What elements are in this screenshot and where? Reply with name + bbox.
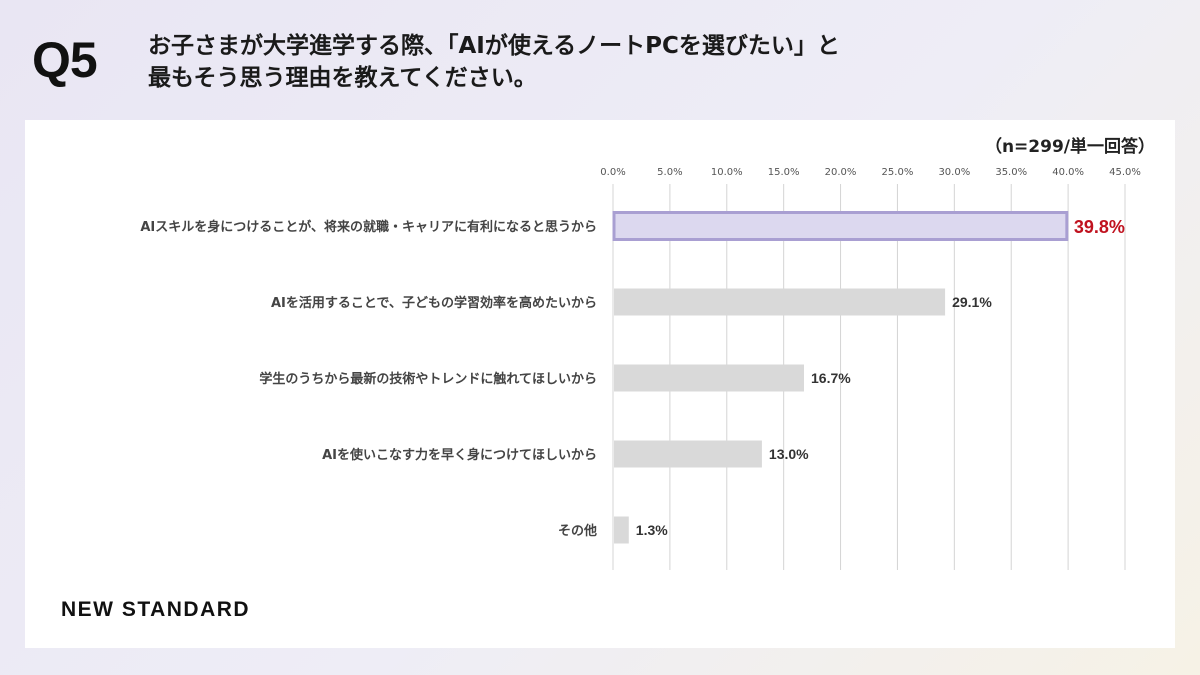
bar <box>614 288 946 316</box>
value-label: 16.7% <box>811 370 851 386</box>
x-tick-label: 40.0% <box>1052 167 1084 178</box>
x-tick-label: 15.0% <box>768 167 800 178</box>
x-tick-label: 20.0% <box>825 167 857 178</box>
question-number: Q5 <box>32 32 98 88</box>
category-label: AIを使いこなす力を早く身につけてほしいから <box>322 447 597 463</box>
value-label: 1.3% <box>636 522 668 538</box>
value-label: 39.8% <box>1074 217 1125 237</box>
category-label: AIスキルを身につけることが、将来の就職・キャリアに有利になると思うから <box>140 219 597 235</box>
category-label: 学生のうちから最新の技術やトレンドに触れてほしいから <box>259 371 597 387</box>
question-title-line-2: 最もそう思う理由を教えてください。 <box>148 65 537 91</box>
bar <box>614 440 762 468</box>
value-label: 29.1% <box>952 294 992 310</box>
question-title-line-1: お子さまが大学進学する際、「AIが使えるノートPCを選びたい」と <box>148 33 840 59</box>
bar <box>614 516 629 544</box>
category-label: その他 <box>558 523 597 539</box>
category-label: AIを活用することで、子どもの学習効率を高めたいから <box>271 295 597 311</box>
bar-chart: 0.0% 5.0% 10.0% 15.0% 20.0% 25.0% 30.0% 35.0% 40… <box>140 167 1141 570</box>
bar <box>614 364 805 392</box>
highlighted-bar <box>612 211 1069 241</box>
x-tick-label: 35.0% <box>995 167 1027 178</box>
question-title: お子さまが大学進学する際、「AIが使えるノートPCを選びたい」と 最もそう思う理… <box>148 30 1048 94</box>
sample-note: （n=299/単一回答） <box>984 137 1155 157</box>
value-label: 13.0% <box>769 446 809 462</box>
chart-card: （n=299/単一回答） 0.0% 5.0% 10.0% 15.0% 20.0% 25.0… <box>25 120 1175 648</box>
x-tick-label: 25.0% <box>882 167 914 178</box>
x-tick-label: 45.0% <box>1109 167 1141 178</box>
brand-logo: NEW STANDARD <box>61 598 251 621</box>
x-tick-label: 30.0% <box>938 167 970 178</box>
x-tick-label: 0.0% <box>600 167 625 178</box>
x-tick-label: 5.0% <box>657 167 682 178</box>
x-tick-label: 10.0% <box>711 167 743 178</box>
